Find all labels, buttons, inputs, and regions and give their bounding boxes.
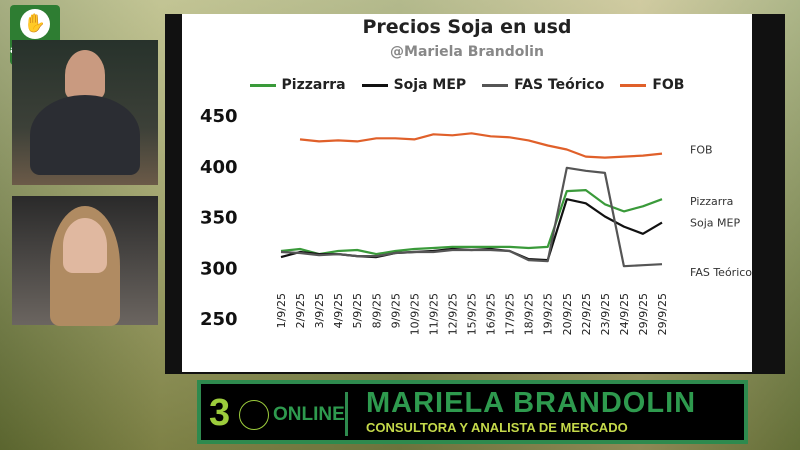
legend-swatch: [361, 83, 388, 87]
banner-role: CONSULTORA Y ANALISTA DE MERCADO: [366, 420, 628, 435]
x-tick-label: 22/9/25: [580, 293, 593, 335]
y-tick-label: 450: [200, 106, 238, 127]
chart-subtitle: @Mariela Brandolin: [390, 44, 544, 60]
x-tick-label: 15/9/25: [466, 293, 479, 335]
x-tick-label: 1/9/25: [275, 293, 288, 328]
x-tick-label: 10/9/25: [408, 293, 421, 335]
series-end-label: Soja MEP: [690, 217, 740, 230]
banner-online: ONLINE: [273, 404, 345, 425]
handshake-icon: ✋: [20, 9, 50, 39]
series-end-label: Pizzarra: [690, 195, 733, 208]
series-line-pizzarra: [280, 189, 663, 256]
chart-legend: Pizzarra Soja MEP FAS Teórico FOB: [182, 77, 752, 93]
legend-label: Pizzarra: [281, 77, 346, 93]
legend-item: FAS Teórico: [482, 77, 604, 93]
series-line-fob: [299, 132, 663, 159]
x-tick-label: 5/9/25: [351, 293, 364, 328]
legend-swatch: [482, 83, 509, 87]
x-tick-label: 4/9/25: [332, 293, 345, 328]
x-tick-label: 23/9/25: [599, 293, 612, 335]
x-tick-label: 19/9/25: [542, 293, 555, 335]
series-end-label: FAS Teórico: [690, 266, 752, 279]
x-tick-label: 8/9/25: [370, 293, 383, 328]
series-line-fas-teórico: [280, 166, 663, 268]
legend-label: Soja MEP: [393, 77, 467, 93]
legend-item: Pizzarra: [249, 77, 346, 93]
x-tick-label: 16/9/25: [485, 293, 498, 335]
video-feed-host: [12, 40, 158, 185]
x-tick-label: 17/9/25: [504, 293, 517, 335]
legend-swatch: [620, 83, 647, 87]
banner-divider: [345, 392, 348, 436]
x-tick-label: 11/9/25: [427, 293, 440, 335]
line-chart: 250 300 350 400 450 1/9/25 2/9/25 3/9/25 4/9/25 5…: [200, 106, 752, 335]
chart-panel: Precios Soja en usd @Mariela Brandolin P…: [182, 14, 752, 372]
y-tick-label: 400: [200, 157, 238, 178]
x-tick-label: 9/9/25: [389, 293, 402, 328]
legend-label: FOB: [652, 77, 685, 93]
banner-number: 3: [209, 392, 231, 434]
x-tick-label: 24/9/25: [618, 293, 631, 335]
y-tick-label: 300: [200, 258, 238, 279]
x-tick-label: 18/9/25: [523, 293, 536, 335]
y-tick-label: 350: [200, 208, 238, 229]
series-end-label: FOB: [690, 144, 713, 157]
x-tick-label: 3/9/25: [313, 293, 326, 328]
x-tick-label: 29/9/25: [637, 293, 650, 335]
legend-swatch: [249, 83, 276, 87]
x-tick-label: 20/9/25: [561, 293, 574, 335]
y-tick-label: 250: [200, 309, 238, 330]
x-tick-label: 2/9/25: [294, 293, 307, 328]
x-tick-label: 29/9/25: [656, 293, 669, 335]
clock-icon: [239, 400, 269, 430]
banner-name: MARIELA BRANDOLIN: [366, 387, 697, 419]
legend-item: FOB: [620, 77, 684, 93]
lower-third-banner: 3 ONLINE MARIELA BRANDOLIN CONSULTORA Y …: [197, 380, 748, 444]
video-feed-guest: [12, 196, 158, 326]
legend-item: Soja MEP: [361, 77, 467, 93]
x-tick-label: 12/9/25: [446, 293, 459, 335]
chart-title: Precios Soja en usd: [362, 16, 572, 38]
legend-label: FAS Teórico: [514, 77, 605, 93]
